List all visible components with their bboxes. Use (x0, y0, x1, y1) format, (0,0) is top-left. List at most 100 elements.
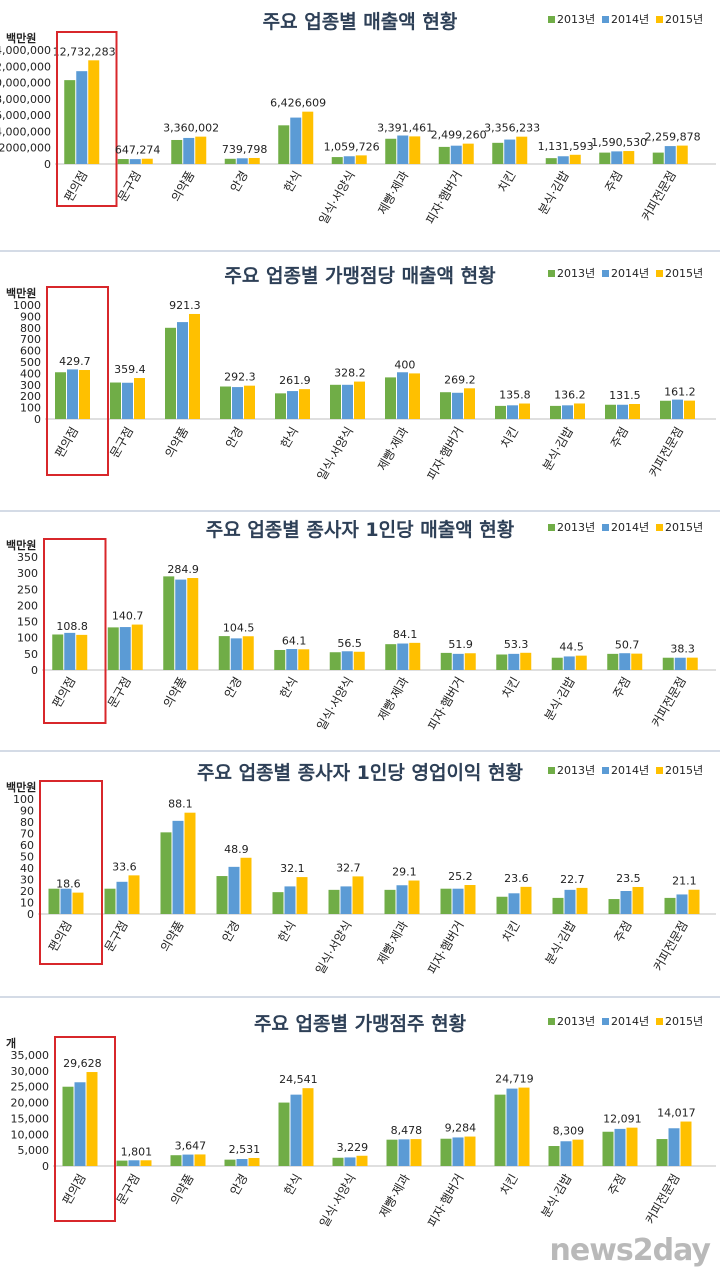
data-label: 3,647 (175, 1139, 207, 1152)
y-tick-label: 400 (20, 367, 41, 380)
bar (385, 377, 396, 419)
bar (343, 156, 355, 164)
section-divider (0, 510, 720, 512)
bar (116, 881, 128, 914)
y-axis-unit-label: 개 (6, 1036, 16, 1050)
bar (286, 649, 298, 670)
category-label: 제빵·제과 (376, 1172, 412, 1221)
legend-label: 2013년 (557, 521, 595, 534)
bar (175, 579, 187, 670)
chart-title: 주요 업종별 종사자 1인당 매출액 현황 (206, 518, 515, 541)
data-label: 647,274 (115, 144, 161, 157)
category-label: 의약품 (162, 424, 192, 460)
category-label: 피자·햄버거 (424, 425, 466, 483)
category-label: 분식·김밥 (536, 169, 572, 218)
data-label: 2,499,260 (431, 129, 487, 142)
y-tick-label: 100 (20, 402, 41, 415)
bar (664, 897, 676, 914)
bar (623, 151, 635, 164)
category-label: 문구점 (114, 1172, 143, 1208)
y-tick-label: 8,000,000 (0, 93, 51, 106)
bar (520, 886, 532, 914)
data-label: 3,391,461 (377, 121, 433, 134)
bar (165, 327, 176, 419)
category-label: 커피전문점 (651, 919, 691, 974)
bar (140, 1160, 152, 1166)
bar (668, 1128, 680, 1166)
legend-label: 2015년 (665, 13, 703, 26)
bar (632, 886, 644, 914)
y-tick-label: 50 (24, 648, 38, 661)
chart-title: 주요 업종별 가맹점주 현황 (254, 1012, 467, 1035)
data-label: 56.5 (337, 637, 362, 650)
bar (172, 820, 184, 914)
category-label: 치킨 (499, 919, 522, 945)
bar (629, 404, 640, 419)
category-label: 의약품 (160, 674, 190, 710)
data-label: 24,719 (495, 1073, 534, 1086)
y-tick-label: 250 (17, 583, 38, 596)
y-tick-label: 20 (20, 885, 34, 898)
data-label: 8,478 (391, 1124, 423, 1137)
bar (409, 642, 421, 670)
chart-operating-profit-per-employee: 주요 업종별 종사자 1인당 영업이익 현황백만원100908070605040… (6, 761, 716, 977)
bar (356, 1155, 368, 1166)
legend-swatch (656, 524, 663, 531)
category-label: 커피전문점 (649, 675, 689, 730)
bar (64, 632, 76, 670)
bar (86, 1072, 98, 1166)
bar (290, 117, 302, 164)
category-label: 의약품 (157, 918, 187, 954)
bar (496, 896, 508, 914)
category-label: 안경 (228, 169, 251, 195)
bar (244, 385, 255, 419)
data-label: 53.3 (504, 638, 529, 651)
bar (290, 1094, 302, 1166)
bar (141, 158, 153, 164)
category-label: 분식·김밥 (538, 1172, 574, 1221)
y-tick-label: 200 (20, 390, 41, 403)
data-label: 261.9 (279, 374, 311, 387)
bar (163, 576, 175, 670)
data-label: 24,541 (279, 1073, 318, 1086)
bar (330, 384, 341, 419)
category-label: 커피전문점 (643, 1172, 683, 1227)
bar (195, 136, 207, 164)
bar (342, 384, 353, 419)
legend-swatch (602, 270, 609, 277)
bar (440, 888, 452, 914)
y-tick-label: 70 (20, 828, 34, 841)
bar (242, 636, 254, 670)
y-tick-label: 40 (20, 862, 34, 875)
bar (183, 137, 195, 164)
legend-label: 2015년 (665, 267, 703, 280)
data-label: 1,590,530 (591, 136, 647, 149)
category-label: 편의점 (60, 1172, 89, 1208)
bar (508, 893, 520, 914)
highlight-box (43, 538, 107, 724)
data-label: 29,628 (63, 1057, 102, 1070)
category-label: 안경 (222, 675, 245, 701)
category-label: 안경 (219, 919, 242, 945)
bar (464, 885, 476, 914)
bar (134, 378, 145, 419)
bar (332, 1157, 344, 1166)
category-label: 피자·햄버거 (425, 675, 467, 733)
bar (672, 399, 683, 419)
bar (686, 657, 698, 670)
y-axis-unit-label: 백만원 (6, 286, 36, 300)
y-tick-label: 15,000 (11, 1112, 50, 1125)
bar (299, 389, 310, 419)
bar (504, 139, 516, 164)
category-label: 제빵·제과 (375, 675, 411, 724)
bar (160, 832, 172, 914)
category-label: 피자·햄버거 (423, 169, 465, 227)
bar (352, 876, 364, 914)
bar (660, 400, 671, 419)
y-tick-label: 14,000,000 (0, 44, 51, 57)
y-tick-label: 300 (17, 567, 38, 580)
y-tick-label: 150 (17, 616, 38, 629)
bar (230, 638, 242, 670)
legend-swatch (548, 270, 555, 277)
